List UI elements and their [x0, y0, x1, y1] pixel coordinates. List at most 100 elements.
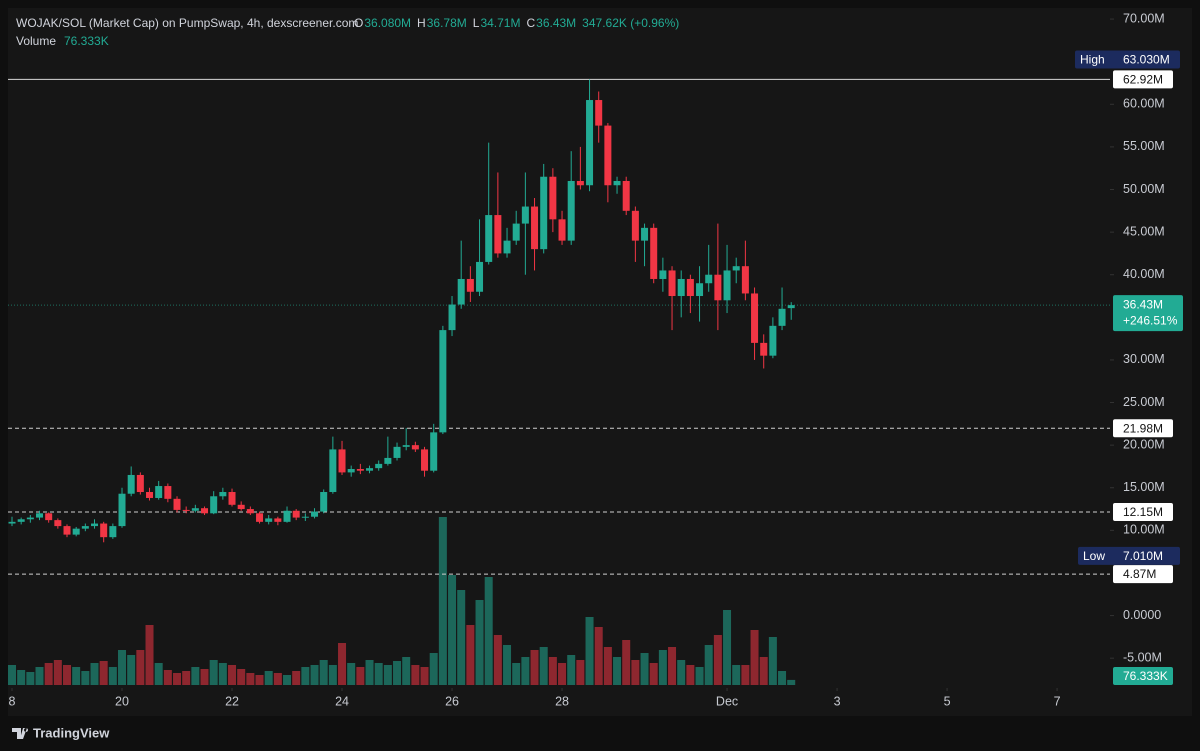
- candle-body: [494, 215, 502, 254]
- candle-body: [741, 266, 749, 294]
- candle-body: [292, 510, 300, 518]
- volume-bar: [393, 661, 402, 685]
- volume-bar: [530, 650, 539, 685]
- last-volume-tag: [1113, 667, 1173, 685]
- candle-body: [512, 223, 520, 241]
- candle-body: [622, 180, 630, 211]
- volume-bar: [576, 660, 585, 685]
- candle-body: [274, 518, 282, 522]
- candle-body: [338, 449, 346, 473]
- volume-bar: [448, 575, 457, 685]
- candle-body: [329, 449, 337, 493]
- x-tick-label: 20: [115, 694, 129, 708]
- candle-body: [136, 474, 144, 493]
- volume-bar: [475, 600, 484, 685]
- volume-bar: [567, 655, 576, 685]
- ohlc-value: 34.71M: [480, 16, 520, 30]
- candle-body: [503, 240, 511, 254]
- volume-bar: [53, 660, 62, 685]
- volume-bar: [658, 650, 667, 685]
- last-price-tag: [1113, 295, 1183, 332]
- y-tick-label: 70.00M: [1123, 11, 1165, 25]
- candle-body: [347, 469, 355, 473]
- candle-body: [411, 445, 419, 450]
- volume-bar: [264, 671, 273, 685]
- volume-bar: [90, 663, 99, 685]
- volume-bar: [640, 653, 649, 685]
- candle-body: [531, 206, 539, 250]
- volume-bar: [686, 665, 695, 685]
- level-tag: [1113, 565, 1173, 584]
- x-tick-label: 7: [1054, 694, 1061, 708]
- level-label: 4.87M: [1123, 567, 1156, 581]
- volume-bar: [457, 590, 466, 685]
- candle-body: [81, 526, 89, 529]
- candle-body: [201, 508, 209, 514]
- candle-body: [356, 469, 364, 471]
- level-label: 21.98M: [1123, 421, 1163, 435]
- candle-body: [375, 463, 383, 469]
- candle-body: [760, 342, 768, 356]
- candle-body: [613, 180, 621, 186]
- candle-body: [521, 206, 529, 224]
- volume-bar: [81, 671, 90, 685]
- brand-name: TradingView: [33, 725, 110, 740]
- volume-bar: [365, 660, 374, 685]
- y-tick-label: 60.00M: [1123, 97, 1165, 111]
- y-tick-label: 55.00M: [1123, 139, 1165, 153]
- candle-body: [466, 278, 474, 292]
- candle-body: [393, 446, 401, 458]
- y-tick-label: 15.00M: [1123, 480, 1165, 494]
- y-tick-label: 40.00M: [1123, 267, 1165, 281]
- candle-body: [311, 511, 319, 517]
- volume-bar: [622, 640, 631, 685]
- candle-body: [256, 513, 264, 522]
- candle-body: [732, 266, 740, 271]
- volume-bar: [466, 625, 475, 685]
- volume-bar: [484, 577, 493, 685]
- volume-bar: [649, 663, 658, 685]
- volume-bar: [328, 665, 337, 685]
- volume-bar: [99, 661, 108, 685]
- volume-bar: [713, 635, 722, 685]
- volume-bar: [237, 669, 246, 685]
- candle-body: [714, 274, 722, 301]
- volume-bar: [402, 657, 411, 685]
- candle-body: [421, 449, 429, 471]
- volume-bar: [127, 655, 136, 685]
- candle-body: [228, 492, 236, 505]
- candle-body: [659, 270, 667, 279]
- candle-body: [439, 330, 447, 433]
- volume-bar: [493, 635, 502, 685]
- candle-body: [191, 508, 199, 511]
- volume-bar: [585, 617, 594, 685]
- brand: TradingView: [12, 725, 110, 740]
- candle-body: [549, 176, 557, 220]
- volume-bar: [750, 630, 759, 685]
- y-tick-label: 45.00M: [1123, 224, 1165, 238]
- volume-bar: [118, 650, 127, 685]
- chart-panel: [8, 8, 1192, 716]
- volume-bar: [35, 667, 44, 685]
- y-tick-label: 10.00M: [1123, 523, 1165, 537]
- volume-bar: [273, 673, 282, 685]
- volume-bar: [347, 663, 356, 685]
- volume-bar: [548, 657, 557, 685]
- candle-body: [686, 278, 694, 297]
- level-label: 62.92M: [1123, 73, 1163, 87]
- candle-body: [705, 274, 713, 284]
- volume-bar: [292, 671, 301, 685]
- low-tag: [1078, 546, 1180, 565]
- candle-body: [778, 308, 786, 326]
- candle-body: [558, 219, 566, 241]
- volume-bar: [420, 667, 429, 685]
- candle-body: [155, 486, 163, 498]
- x-tick-label: 24: [335, 694, 349, 708]
- candle-body: [164, 486, 172, 499]
- volume-bar: [136, 650, 145, 685]
- candle-body: [751, 293, 759, 343]
- candle-body: [63, 526, 71, 535]
- candle-body: [769, 325, 777, 356]
